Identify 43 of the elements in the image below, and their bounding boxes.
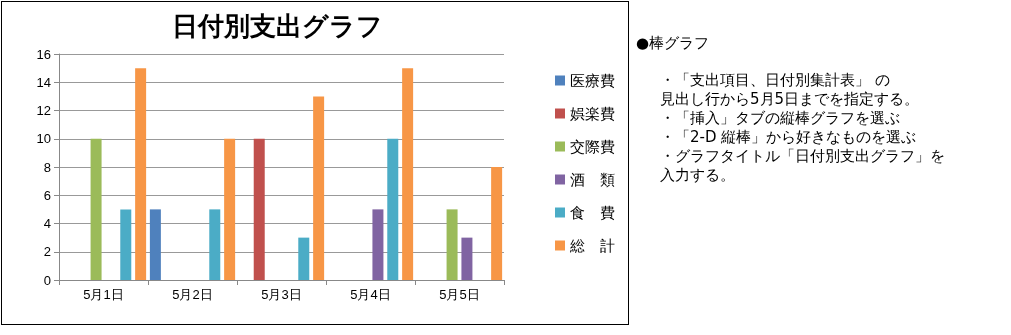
y-tick-label: 16 bbox=[36, 46, 51, 62]
y-tick-label: 12 bbox=[36, 103, 51, 118]
bar bbox=[313, 96, 325, 280]
bar bbox=[372, 209, 384, 280]
bar bbox=[90, 138, 102, 280]
legend-label: 食 費 bbox=[570, 204, 615, 221]
bar bbox=[446, 209, 458, 280]
legend-label: 医療費 bbox=[570, 72, 615, 89]
text: ・「挿入」タブの縦棒グラフを選ぶ bbox=[660, 109, 901, 128]
chart-title: 日付別支出グラフ bbox=[171, 11, 383, 41]
x-tick-label: 5月2日 bbox=[172, 287, 213, 302]
bar bbox=[149, 209, 161, 280]
bar bbox=[461, 237, 473, 280]
bar bbox=[298, 237, 310, 280]
bar bbox=[253, 138, 265, 280]
y-tick-label: 0 bbox=[43, 272, 51, 288]
bar bbox=[491, 167, 503, 280]
bar bbox=[209, 209, 221, 280]
y-tick-label: 14 bbox=[36, 74, 51, 90]
legend-label: 酒 類 bbox=[570, 171, 615, 188]
legend-label: 交際費 bbox=[570, 138, 615, 155]
y-tick-label: 6 bbox=[43, 187, 51, 203]
text: ・「2-D 縦棒」から好きなものを選ぶ bbox=[660, 128, 918, 147]
text: ・グラフタイトル「日付別支出グラフ」を bbox=[660, 147, 946, 166]
legend-label: 娯楽費 bbox=[570, 105, 615, 122]
text: ●棒グラフ bbox=[636, 34, 711, 53]
y-tick-label: 2 bbox=[43, 244, 51, 260]
bar bbox=[402, 68, 414, 280]
x-tick-label: 5月3日 bbox=[261, 287, 302, 302]
y-tick-label: 10 bbox=[36, 131, 51, 147]
text: 入力する。 bbox=[660, 166, 736, 185]
x-tick-label: 5月1日 bbox=[83, 287, 124, 302]
y-tick-label: 8 bbox=[43, 159, 51, 175]
x-tick-label: 5月5日 bbox=[439, 287, 480, 302]
text: 見出し行から5月5日までを指定する。 bbox=[660, 90, 921, 109]
bar bbox=[387, 138, 399, 280]
legend-label: 総 計 bbox=[569, 237, 615, 254]
bar bbox=[224, 138, 236, 280]
y-tick-label: 4 bbox=[43, 216, 51, 231]
x-tick-label: 5月4日 bbox=[350, 287, 391, 302]
text: ・「支出項目、日付別集計表」 の bbox=[660, 71, 891, 90]
bar bbox=[135, 68, 147, 280]
bar bbox=[120, 209, 132, 280]
